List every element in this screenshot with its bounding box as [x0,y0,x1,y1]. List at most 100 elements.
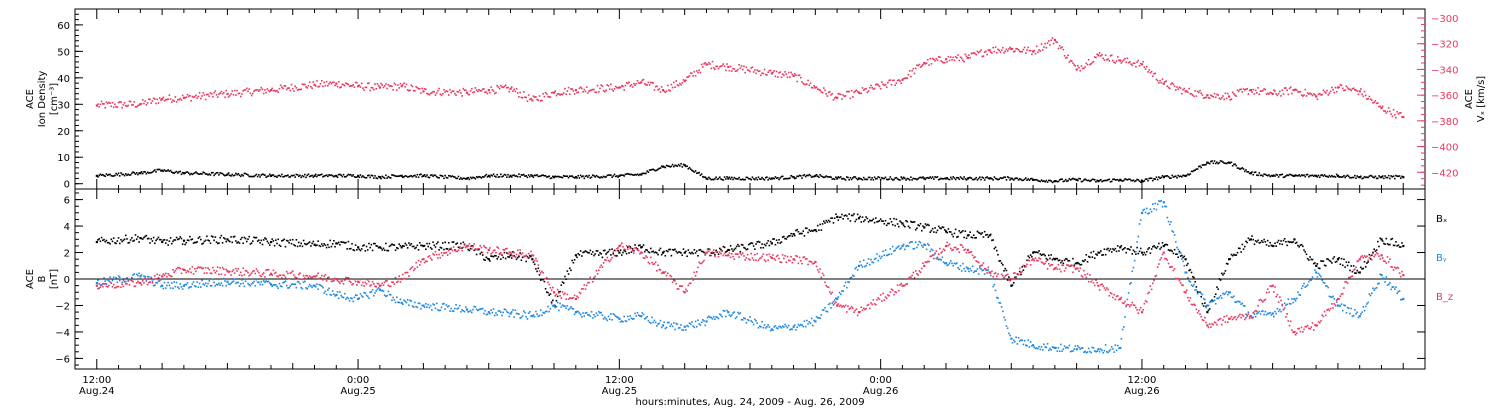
by-sample [1392,286,1395,288]
bx-sample [616,255,618,257]
by-sample [387,290,390,293]
by-sample [1110,346,1113,348]
velocity-sample [680,83,682,86]
bz-sample [306,275,309,277]
bx-point [901,222,904,225]
bx-sample [1270,244,1273,247]
bx-sample [455,243,457,245]
density-sample [214,173,217,175]
by-sample [1144,211,1147,214]
density-point [531,174,534,177]
velocity-sample [702,66,704,68]
velocity-sample [951,59,953,61]
density-sample [408,175,410,178]
bz-sample [307,276,310,279]
by-sample [496,314,498,316]
bx-sample [774,243,777,246]
by-sample [1091,346,1094,349]
density-sample [169,169,172,172]
bz-sample [360,284,363,287]
by-sample [454,307,456,310]
by-sample [1015,336,1017,339]
density-sample [1300,174,1303,176]
bx-sample [865,216,867,218]
bz-sample [634,247,636,249]
density-sample [304,173,306,176]
bx-sample [1233,253,1235,256]
density-sample [637,174,640,177]
bz-sample [520,253,523,256]
velocity-sample [480,90,483,92]
density-point [1271,174,1274,177]
velocity-sample [815,86,818,89]
bx-sample [178,237,180,240]
by-sample [691,321,693,323]
bx-sample [800,232,802,235]
bx-sample [294,244,296,247]
bx-sample [175,236,178,239]
by-sample [547,305,549,308]
density-sample [464,178,467,180]
bz-point [465,244,469,248]
density-sample [845,176,848,178]
bx-point [1053,258,1057,261]
density-sample [178,171,180,173]
velocity-sample [859,92,861,95]
density-sample [173,172,175,174]
by-sample [343,292,346,295]
velocity-sample [192,96,195,99]
by-sample [1224,292,1227,295]
bx-sample [427,245,430,248]
by-sample [1052,346,1055,349]
density-point [553,176,556,179]
density-point [509,174,512,177]
bx-point [661,251,665,254]
velocity-sample [209,92,212,94]
by-sample [786,326,789,329]
by-sample [392,296,394,299]
density-sample [498,175,501,178]
bz-point [226,270,229,273]
velocity-sample [630,83,633,86]
by-sample [734,317,737,320]
density-sample [461,178,463,180]
by-sample [897,245,900,247]
by-sample [178,287,180,290]
by-sample [439,309,442,312]
by-sample [928,244,930,247]
by-sample [1237,300,1240,303]
bx-point [836,215,839,218]
by-sample [1352,314,1355,317]
density-sample [132,171,134,173]
bz-sample [449,252,451,255]
density-sample [463,177,466,180]
by-sample [689,323,692,325]
velocity-sample [1310,93,1313,95]
bz-sample [522,255,525,258]
bz-sample [610,258,612,261]
velocity-sample [845,90,848,93]
velocity-sample [798,74,801,77]
bz-sample [486,252,489,254]
velocity-sample [1385,112,1388,114]
bx-sample [537,267,540,270]
bz-sample [235,267,237,270]
by-sample [1173,234,1176,236]
density-sample [1311,174,1314,177]
bx-point [487,258,490,261]
bx-sample [1138,250,1141,253]
density-sample [237,172,240,175]
density-sample [803,174,806,176]
bx-sample [304,242,306,245]
density-sample [1285,175,1287,177]
velocity-sample [351,85,353,87]
bz-sample [656,269,658,272]
bx-sample [1194,280,1196,283]
density-sample [110,174,113,177]
density-sample [441,175,444,178]
bz-point [378,284,382,287]
velocity-sample [1285,87,1287,89]
velocity-sample [258,90,260,92]
bx-sample [582,251,584,254]
bz-sample [706,248,709,251]
